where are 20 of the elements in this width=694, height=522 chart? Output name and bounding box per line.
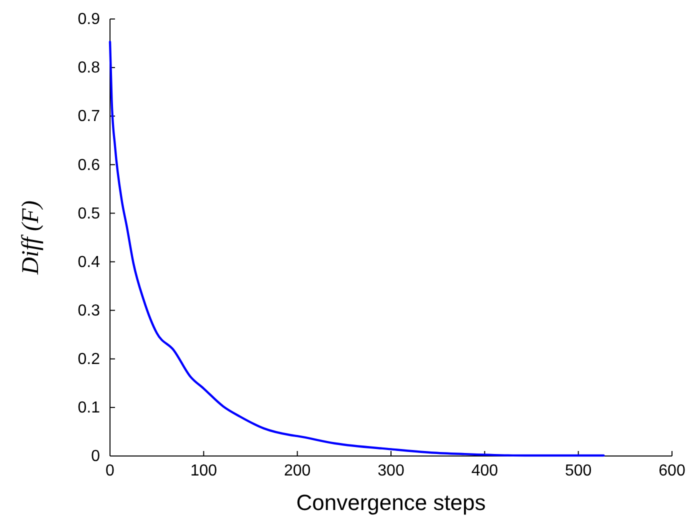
y-tick-label: 0.1 xyxy=(78,400,100,417)
y-tick-label: 0.9 xyxy=(78,11,100,28)
y-axis-title: Diff (F) xyxy=(18,200,44,276)
y-tick-label: 0.8 xyxy=(78,60,100,77)
y-tick-label: 0.6 xyxy=(78,156,100,174)
y-tick-label: 0.7 xyxy=(78,108,100,126)
x-axis-title: Convergence steps xyxy=(296,490,486,515)
x-tick-label: 400 xyxy=(471,462,498,480)
y-tick-label: 0.5 xyxy=(78,205,100,222)
x-tick-label: 600 xyxy=(658,462,686,480)
y-tick-label: 0.3 xyxy=(78,302,100,320)
line-series xyxy=(108,40,605,457)
x-tick-label: 0 xyxy=(106,462,115,480)
x-tick-label: 200 xyxy=(284,462,311,480)
x-tick-label: 100 xyxy=(190,462,218,480)
y-tick-label: 0 xyxy=(91,448,100,466)
x-tick-label: 300 xyxy=(378,462,404,480)
y-tick-label: 0.2 xyxy=(78,351,100,368)
y-tick-label: 0.4 xyxy=(78,254,100,271)
x-tick-label: 500 xyxy=(564,462,592,480)
